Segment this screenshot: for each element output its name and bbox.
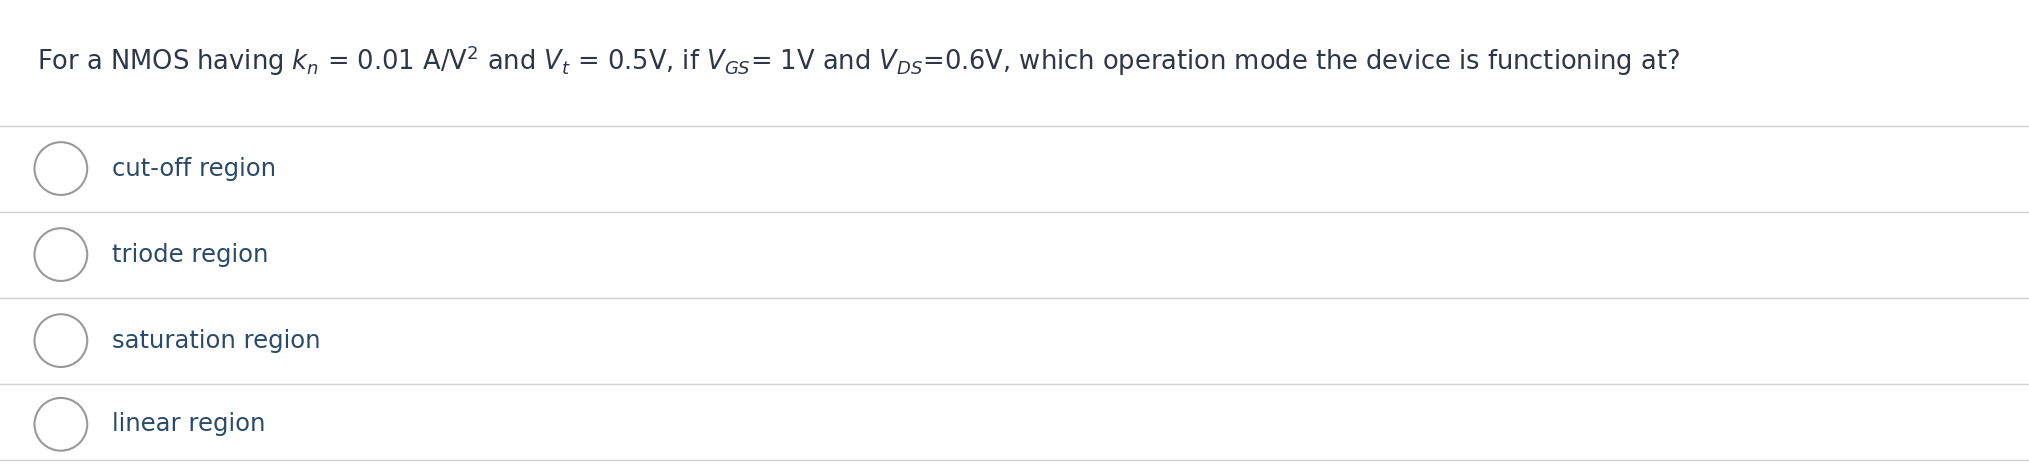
Text: cut-off region: cut-off region	[112, 157, 276, 180]
Ellipse shape	[34, 228, 87, 281]
Ellipse shape	[34, 398, 87, 451]
Text: linear region: linear region	[112, 412, 266, 436]
Ellipse shape	[34, 142, 87, 195]
Text: saturation region: saturation region	[112, 329, 321, 352]
Text: triode region: triode region	[112, 243, 268, 266]
Ellipse shape	[34, 314, 87, 367]
Text: For a NMOS having $k_n$ = 0.01 A/V$^2$ and $V_t$ = 0.5V, if $V_{GS}$= 1V and $V_: For a NMOS having $k_n$ = 0.01 A/V$^2$ a…	[37, 43, 1680, 78]
